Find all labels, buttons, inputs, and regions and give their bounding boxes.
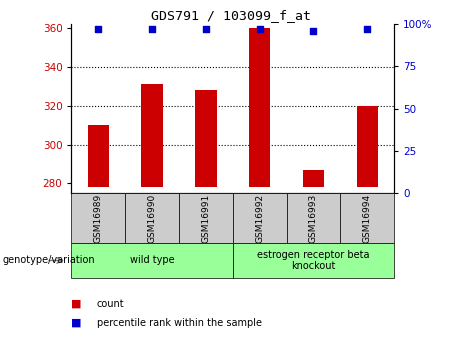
Bar: [142, 85, 163, 187]
Text: wild type: wild type: [130, 256, 174, 265]
Bar: [125, 193, 179, 243]
Bar: [287, 193, 340, 243]
Text: GSM16991: GSM16991: [201, 194, 210, 243]
Point: [148, 27, 156, 32]
Text: count: count: [97, 299, 124, 308]
Bar: [356, 106, 378, 187]
Text: ■: ■: [71, 318, 82, 327]
Text: GDS791 / 103099_f_at: GDS791 / 103099_f_at: [150, 9, 311, 22]
Bar: [340, 193, 394, 243]
Bar: [88, 125, 109, 187]
Bar: [179, 193, 233, 243]
Text: genotype/variation: genotype/variation: [2, 256, 95, 265]
Text: GSM16990: GSM16990: [148, 194, 157, 243]
Text: GSM16992: GSM16992: [255, 194, 264, 243]
Point: [310, 28, 317, 34]
Bar: [195, 90, 217, 187]
Bar: [303, 170, 324, 187]
Bar: [71, 193, 125, 243]
Text: ■: ■: [71, 299, 82, 308]
Bar: [233, 243, 394, 278]
Point: [95, 27, 102, 32]
Text: percentile rank within the sample: percentile rank within the sample: [97, 318, 262, 327]
Bar: [249, 28, 271, 187]
Bar: [233, 193, 287, 243]
Text: estrogen receptor beta
knockout: estrogen receptor beta knockout: [257, 250, 370, 271]
Point: [256, 27, 263, 32]
Bar: [71, 243, 233, 278]
Text: GSM16993: GSM16993: [309, 194, 318, 243]
Text: GSM16994: GSM16994: [363, 194, 372, 243]
Point: [364, 27, 371, 32]
Point: [202, 27, 210, 32]
Text: GSM16989: GSM16989: [94, 194, 103, 243]
